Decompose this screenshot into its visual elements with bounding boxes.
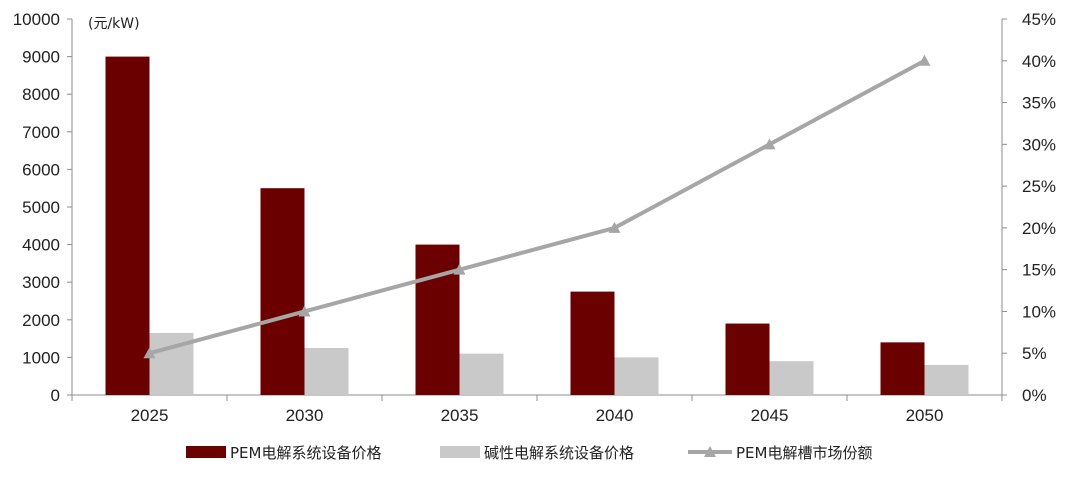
legend-label: 碱性电解系统设备价格	[484, 444, 634, 462]
share-line-marker	[918, 54, 931, 66]
bar-alkaline	[304, 348, 349, 395]
bar-alkaline	[769, 361, 814, 395]
legend-swatch	[186, 446, 226, 458]
bar-pem	[260, 188, 305, 395]
share-line-marker	[298, 305, 311, 317]
y-right-tick-label: 45%	[1022, 10, 1056, 29]
y-left-tick-label: 10000	[13, 10, 60, 29]
y-right-tick-label: 10%	[1022, 302, 1056, 321]
y-left-tick-label: 0	[51, 386, 60, 405]
y-left-tick-label: 4000	[22, 236, 60, 255]
y-left-tick-label: 6000	[22, 160, 60, 179]
y-left-tick-label: 5000	[22, 198, 60, 217]
y-left-unit-label: (元/kW)	[88, 16, 140, 32]
x-tick-label: 2030	[286, 406, 324, 425]
axes: 0 1000 2000 3000 4000 5000 6000 7000 8000 9000 100…	[13, 10, 1056, 425]
share-line	[143, 54, 931, 359]
y-left-tick-label: 8000	[22, 85, 60, 104]
x-tick-label: 2040	[596, 406, 634, 425]
share-line-marker	[608, 221, 621, 233]
y-right-tick-label: 15%	[1022, 261, 1056, 280]
legend-label: PEM电解槽市场份额	[736, 444, 872, 462]
share-line-path	[148, 59, 926, 356]
y-right-tick-label: 5%	[1022, 344, 1047, 363]
y-right-tick-label: 40%	[1022, 52, 1056, 71]
share-line-marker	[453, 263, 466, 275]
x-tick-label: 2035	[441, 406, 479, 425]
y-left-tick-label: 9000	[22, 48, 60, 67]
legend-swatch	[440, 446, 480, 458]
y-right-tick-label: 20%	[1022, 219, 1056, 238]
bar-alkaline	[459, 353, 504, 395]
y-right-tick-label: 25%	[1022, 177, 1056, 196]
bar-pem	[415, 244, 460, 395]
y-left-tick-label: 3000	[22, 273, 60, 292]
x-tick-label: 2045	[751, 406, 789, 425]
y-left-tick-label: 7000	[22, 123, 60, 142]
y-left-tick-label: 2000	[22, 311, 60, 330]
bar-pem	[725, 323, 770, 395]
y-right-tick-label: 35%	[1022, 94, 1056, 113]
bar-alkaline	[614, 357, 659, 395]
bar-pem	[570, 291, 615, 395]
share-line-marker	[763, 138, 776, 150]
bar-alkaline	[924, 364, 969, 395]
legend-label: PEM电解系统设备价格	[230, 444, 381, 462]
x-tick-label: 2050	[906, 406, 944, 425]
bar-pem	[880, 342, 925, 395]
legend-marker	[704, 446, 716, 457]
x-tick-label: 2025	[131, 406, 169, 425]
y-right-tick-label: 0%	[1022, 386, 1047, 405]
bar-pem	[105, 56, 150, 395]
share-line-marker	[143, 347, 156, 359]
y-left-tick-label: 1000	[22, 348, 60, 367]
legend: PEM电解系统设备价格 碱性电解系统设备价格 PEM电解槽市场份额	[186, 444, 872, 462]
y-right-tick-label: 30%	[1022, 135, 1056, 154]
